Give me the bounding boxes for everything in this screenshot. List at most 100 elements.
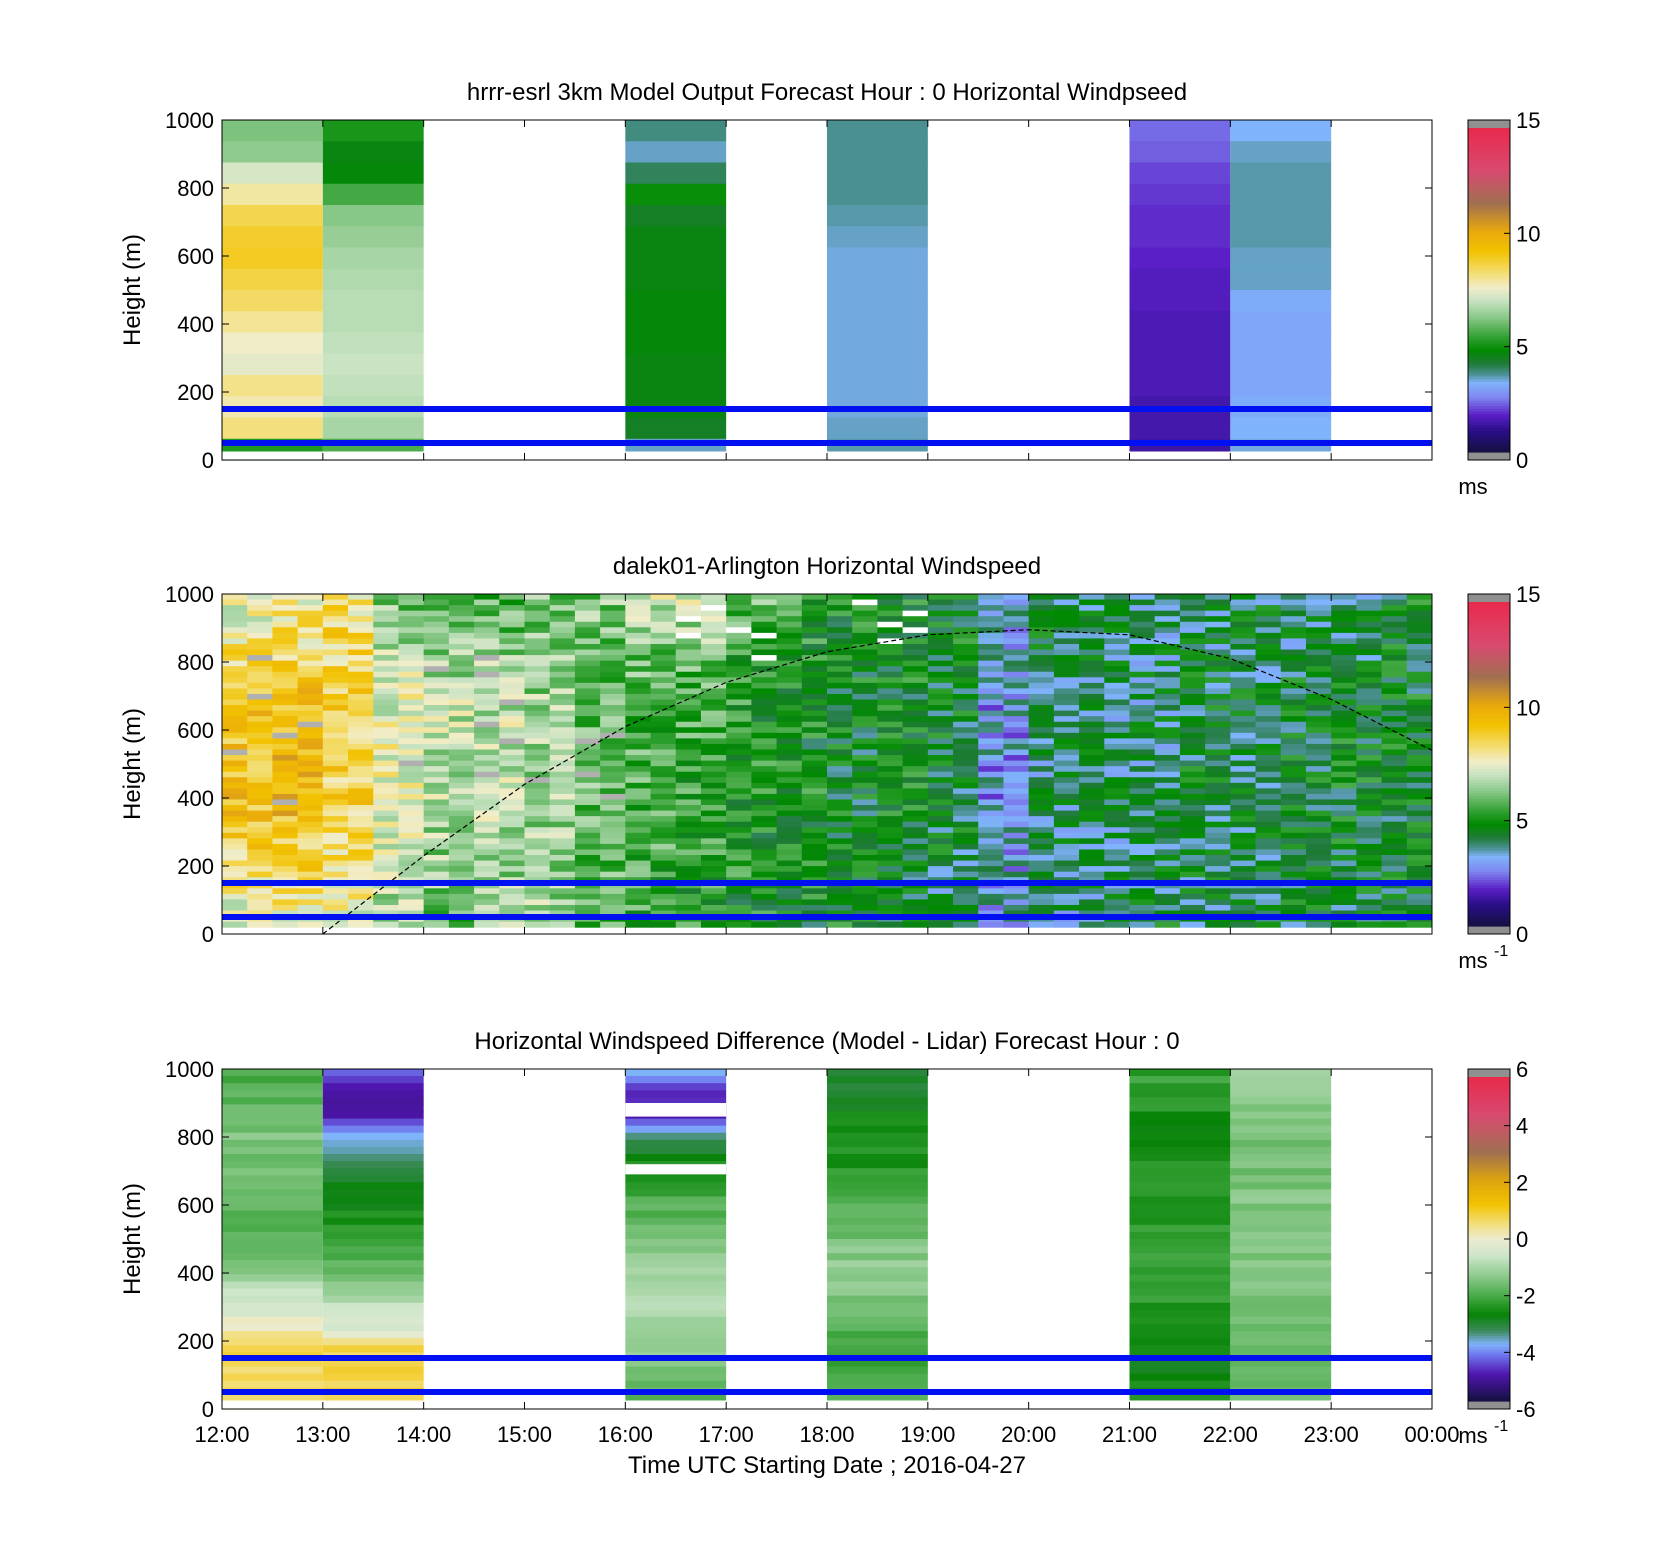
heatmap-cell — [1104, 599, 1130, 606]
heatmap-cell — [650, 705, 677, 712]
heatmap-cell — [1104, 671, 1130, 678]
heatmap-cell — [272, 899, 299, 906]
heatmap-cell — [1104, 893, 1130, 900]
heatmap-cell — [700, 821, 727, 828]
heatmap-cell — [1280, 610, 1307, 617]
heatmap-cell — [726, 732, 752, 739]
heatmap-cell — [902, 766, 929, 773]
colorbar-segment — [1468, 1220, 1510, 1224]
heatmap-cell — [499, 821, 525, 828]
heatmap-cell — [297, 855, 324, 862]
heatmap-cell — [1406, 599, 1433, 606]
heatmap-cell — [675, 649, 702, 656]
heatmap-cell — [1129, 721, 1156, 728]
heatmap-cell — [1255, 616, 1282, 623]
heatmap-cell — [272, 821, 299, 828]
heatmap-cell — [322, 893, 349, 900]
heatmap-cell — [1331, 766, 1357, 773]
heatmap-cell — [222, 1118, 323, 1127]
heatmap-cell — [1129, 1260, 1231, 1268]
heatmap-cell — [852, 921, 878, 928]
heatmap-cell — [1406, 632, 1433, 639]
heatmap-cell — [675, 732, 702, 739]
heatmap-cell — [1003, 816, 1030, 823]
heatmap-cell — [348, 843, 374, 850]
heatmap-cell — [625, 638, 652, 645]
heatmap-cell — [852, 904, 878, 912]
heatmap-cell — [247, 871, 273, 878]
heatmap-cell — [1205, 643, 1231, 651]
heatmap-cell — [272, 705, 299, 712]
heatmap-cell — [322, 855, 349, 862]
heatmap-cell — [448, 777, 475, 784]
heatmap-cell — [222, 710, 248, 717]
heatmap-cell — [827, 1196, 928, 1205]
heatmap-cell — [448, 677, 475, 684]
heatmap-cell — [801, 838, 828, 845]
heatmap-cell — [1028, 866, 1055, 873]
heatmap-cell — [1205, 594, 1231, 601]
heatmap-cell — [1280, 599, 1307, 606]
heatmap-cell — [524, 766, 551, 773]
heatmap-cell — [1104, 805, 1130, 812]
colorbar-segment — [1468, 1376, 1510, 1380]
heatmap-cell — [978, 888, 1004, 895]
heatmap-cell — [574, 760, 601, 767]
heatmap-cell — [625, 777, 652, 784]
heatmap-cell — [322, 120, 424, 142]
heatmap-cell — [751, 649, 778, 656]
heatmap-cell — [1230, 732, 1257, 739]
colorbar-segment — [1468, 785, 1510, 789]
heatmap-cell — [423, 821, 450, 828]
heatmap-cell — [751, 693, 778, 701]
heatmap-cell — [827, 1380, 928, 1389]
heatmap-cell — [348, 638, 374, 645]
heatmap-cell — [398, 599, 425, 606]
heatmap-cell — [222, 1125, 323, 1134]
heatmap-cell — [1154, 721, 1181, 728]
colorbar-segment — [1468, 618, 1510, 622]
heatmap-cell — [1104, 666, 1130, 673]
heatmap-cell — [1331, 721, 1357, 728]
heatmap-cell — [650, 693, 677, 701]
heatmap-cell — [1154, 688, 1181, 695]
heatmap-cell — [1280, 893, 1307, 900]
heatmap-cell — [1381, 871, 1408, 878]
heatmap-cell — [852, 771, 878, 778]
heatmap-cell — [1406, 810, 1433, 817]
heatmap-cell — [1406, 866, 1433, 873]
heatmap-cell — [1104, 710, 1130, 717]
heatmap-cell — [247, 666, 273, 673]
heatmap-cell — [675, 599, 702, 606]
heatmap-cell — [297, 777, 324, 784]
heatmap-cell — [827, 705, 853, 712]
heatmap-cell — [625, 910, 652, 917]
heatmap-cell — [222, 1309, 323, 1318]
heatmap-cell — [1230, 849, 1257, 856]
heatmap-cell — [1053, 760, 1080, 767]
heatmap-cell — [776, 693, 803, 701]
heatmap-cell — [1205, 893, 1231, 900]
heatmap-cell — [1179, 632, 1206, 639]
heatmap-cell — [625, 1125, 727, 1134]
heatmap-cell — [1331, 655, 1357, 662]
heatmap-cell — [1104, 610, 1130, 617]
heatmap-cell — [322, 766, 349, 773]
heatmap-cell — [574, 693, 601, 701]
heatmap-cell — [348, 921, 374, 928]
heatmap-cell — [348, 832, 374, 839]
heatmap-cell — [1028, 921, 1055, 928]
heatmap-cell — [1003, 899, 1030, 906]
heatmap-cell — [272, 632, 299, 639]
heatmap-cell — [801, 910, 828, 917]
heatmap-cell — [625, 353, 727, 376]
heatmap-cell — [1280, 655, 1307, 662]
heatmap-cell — [448, 605, 475, 612]
heatmap-cell — [1129, 627, 1156, 634]
heatmap-cell — [1104, 866, 1130, 873]
heatmap-cell — [953, 816, 979, 823]
heatmap-cell — [852, 693, 878, 701]
heatmap-cell — [297, 760, 324, 767]
heatmap-cell — [827, 1203, 928, 1212]
heatmap-cell — [423, 871, 450, 878]
